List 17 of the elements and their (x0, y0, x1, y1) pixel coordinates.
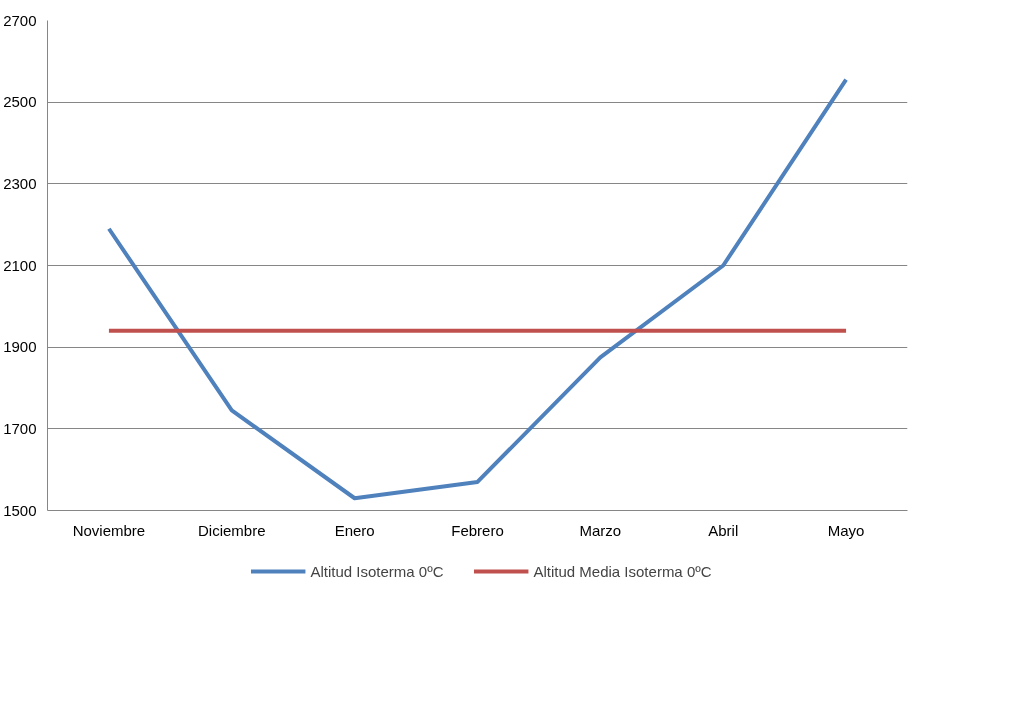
legend-label: Altitud Media Isoterma 0ºC (533, 562, 712, 580)
x-tick-label: Diciembre (198, 521, 266, 539)
y-tick-label: 1700 (3, 419, 37, 437)
y-tick-label: 2500 (3, 93, 37, 111)
x-tick-label: Marzo (579, 521, 622, 539)
x-tick-label: Abril (708, 521, 739, 539)
x-tick-label: Noviembre (72, 521, 146, 539)
y-tick-label: 2100 (3, 256, 37, 274)
x-tick-label: Enero (334, 521, 375, 539)
y-tick-label: 2700 (3, 11, 37, 29)
line-series (106, 77, 849, 501)
x-tick-label: Mayo (827, 521, 865, 539)
y-tick-label: 1900 (3, 338, 37, 356)
y-tick-label: 2300 (3, 174, 37, 192)
x-tick-label: Febrero (451, 521, 504, 539)
y-tick-label: 1500 (3, 501, 37, 519)
legend-label: Altitud Isoterma 0ºC (310, 562, 444, 580)
